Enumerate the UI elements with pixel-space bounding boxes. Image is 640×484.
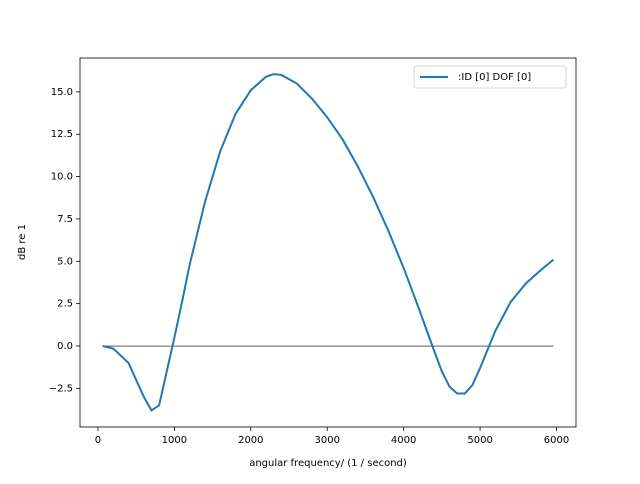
y-tick-label: 15.0 xyxy=(51,87,73,98)
y-tick-label: 10.0 xyxy=(51,172,73,183)
data-line xyxy=(102,73,555,412)
y-axis-label: dB re 1 xyxy=(17,224,28,260)
y-tick-label: 5.0 xyxy=(57,256,73,267)
x-tick-label: 0 xyxy=(95,435,101,446)
x-tick-label: 4000 xyxy=(391,435,416,446)
plot-frame xyxy=(79,57,577,428)
legend-box xyxy=(413,65,567,89)
x-tick-label: 2000 xyxy=(238,435,263,446)
y-tick-label: 2.5 xyxy=(57,299,73,310)
x-tick-label: 3000 xyxy=(315,435,340,446)
y-tick-label: −2.5 xyxy=(49,383,73,394)
x-tick-label: 6000 xyxy=(544,435,569,446)
y-tick-label: 12.5 xyxy=(51,129,73,140)
x-axis-label: angular frequency/ (1 / second) xyxy=(249,458,407,469)
y-tick-label: 7.5 xyxy=(57,214,73,225)
x-tick-label: 5000 xyxy=(467,435,492,446)
legend-label: :ID [0] DOF [0] xyxy=(458,72,531,83)
x-tick-label: 1000 xyxy=(162,435,187,446)
y-tick-label: 0.0 xyxy=(57,341,73,352)
